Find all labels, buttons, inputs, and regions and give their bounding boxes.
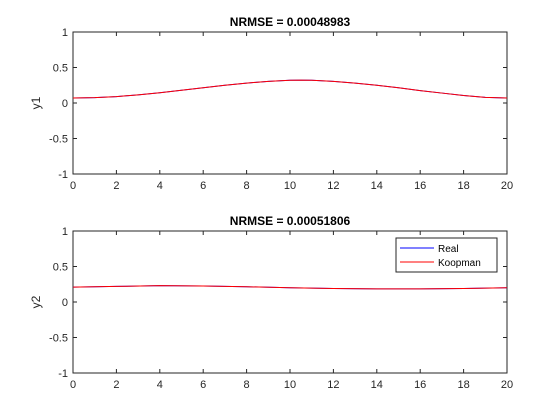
x-tick-label: 14	[371, 379, 383, 391]
x-tick-label: 10	[284, 379, 296, 391]
y-tick-label: -1	[58, 169, 68, 181]
y-tick-label: -0.5	[49, 333, 68, 345]
legend-entry-label: Koopman	[438, 258, 481, 269]
x-tick-label: 4	[157, 379, 163, 391]
x-tick-label: 4	[157, 180, 163, 192]
x-tick-label: 6	[200, 379, 206, 391]
y-tick-label: 0.5	[53, 262, 68, 274]
y-tick-label: -0.5	[49, 134, 68, 146]
x-tick-label: 16	[414, 379, 426, 391]
x-tick-label: 20	[501, 379, 513, 391]
x-tick-label: 0	[70, 180, 76, 192]
series-line-koopman	[72, 79, 508, 99]
x-tick-label: 16	[414, 180, 426, 192]
y-tick-label: -1	[58, 368, 68, 380]
x-tick-label: 8	[244, 379, 250, 391]
x-tick-label: 2	[113, 180, 119, 192]
x-tick-label: 18	[457, 379, 469, 391]
series-line-koopman	[72, 285, 508, 290]
x-tick-label: 0	[70, 379, 76, 391]
x-tick-label: 12	[327, 180, 339, 192]
x-tick-label: 20	[501, 180, 513, 192]
x-tick-label: 10	[284, 180, 296, 192]
y-tick-label: 0.5	[53, 63, 68, 75]
legend-entry-label: Real	[438, 244, 459, 255]
x-tick-label: 14	[371, 180, 383, 192]
x-tick-label: 8	[244, 180, 250, 192]
x-tick-label: 2	[113, 379, 119, 391]
y-axis-label: y1	[29, 96, 43, 109]
x-tick-label: 12	[327, 379, 339, 391]
y-tick-label: 0	[62, 98, 68, 110]
x-tick-label: 6	[200, 180, 206, 192]
y-tick-label: 1	[62, 27, 68, 39]
legend: Real Koopman	[395, 237, 498, 273]
legend-box	[395, 237, 498, 273]
chart-title: NRMSE = 0.00051806	[230, 214, 351, 228]
x-tick-label: 18	[457, 180, 469, 192]
y-tick-label: 1	[62, 226, 68, 238]
axes-box	[72, 31, 508, 175]
y-tick-label: 0	[62, 297, 68, 309]
y-axis-label: y2	[29, 295, 43, 308]
chart-title: NRMSE = 0.00048983	[230, 15, 351, 29]
